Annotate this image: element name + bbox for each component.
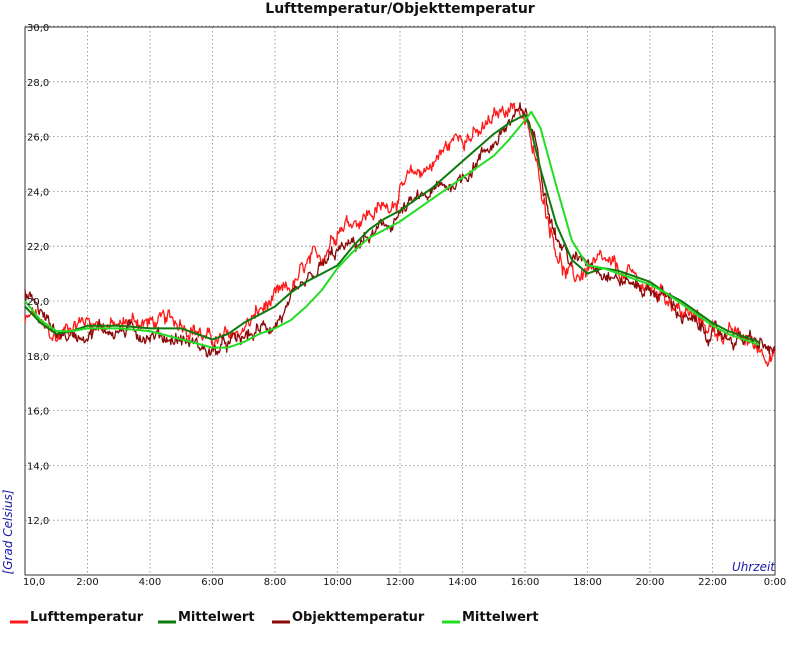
x-tick-label: 6:00 — [201, 577, 223, 588]
y-tick-label: 12,0 — [27, 516, 49, 527]
y-tick-label: 20,0 — [27, 297, 49, 308]
y-axis-label: [Grad Celsius] — [1, 489, 15, 574]
x-tick-label: 12:00 — [386, 577, 415, 588]
x-tick-label: 4:00 — [139, 577, 161, 588]
x-axis-label: Uhrzeit — [732, 560, 776, 574]
y-tick-label: 16,0 — [27, 407, 49, 418]
chart-title: Lufttemperatur/Objekttemperatur — [265, 1, 535, 17]
y-tick-label: 14,0 — [27, 461, 49, 472]
legend-label: Objekttemperatur — [292, 610, 425, 625]
y-tick-label: 28,0 — [27, 78, 49, 89]
x-tick-label: 0:00 — [764, 577, 786, 588]
y-tick-label: 22,0 — [27, 242, 49, 253]
y-tick-label: 18,0 — [27, 352, 49, 363]
x-tick-label: 14:00 — [448, 577, 477, 588]
x-tick-label: 10,0 — [23, 577, 45, 588]
x-tick-label: 16:00 — [511, 577, 540, 588]
axis-ticks: 10,0 2:00 4:00 6:00 8:00 10:00 12:00 14:00 16:00… — [23, 23, 786, 588]
series-line-1 — [24, 113, 760, 344]
y-tick-label: 30,0 — [27, 23, 49, 34]
x-tick-label: 8:00 — [264, 577, 286, 588]
legend-label: Mittelwert — [178, 610, 255, 625]
y-tick-label: 26,0 — [27, 133, 49, 144]
x-tick-label: 18:00 — [573, 577, 602, 588]
series-line-3 — [24, 110, 760, 349]
series-line-2 — [24, 102, 776, 358]
legend-label: Lufttemperatur — [30, 610, 144, 625]
y-tick-label: 24,0 — [27, 187, 49, 198]
x-tick-label: 22:00 — [698, 577, 727, 588]
legend-label: Mittelwert — [462, 610, 539, 625]
x-tick-label: 2:00 — [76, 577, 98, 588]
grid — [25, 25, 775, 575]
legend: Lufttemperatur Mittelwert Objekttemperatur… — [10, 610, 539, 625]
x-tick-label: 20:00 — [636, 577, 665, 588]
series-lines — [24, 102, 776, 367]
x-tick-label: 10:00 — [323, 577, 352, 588]
